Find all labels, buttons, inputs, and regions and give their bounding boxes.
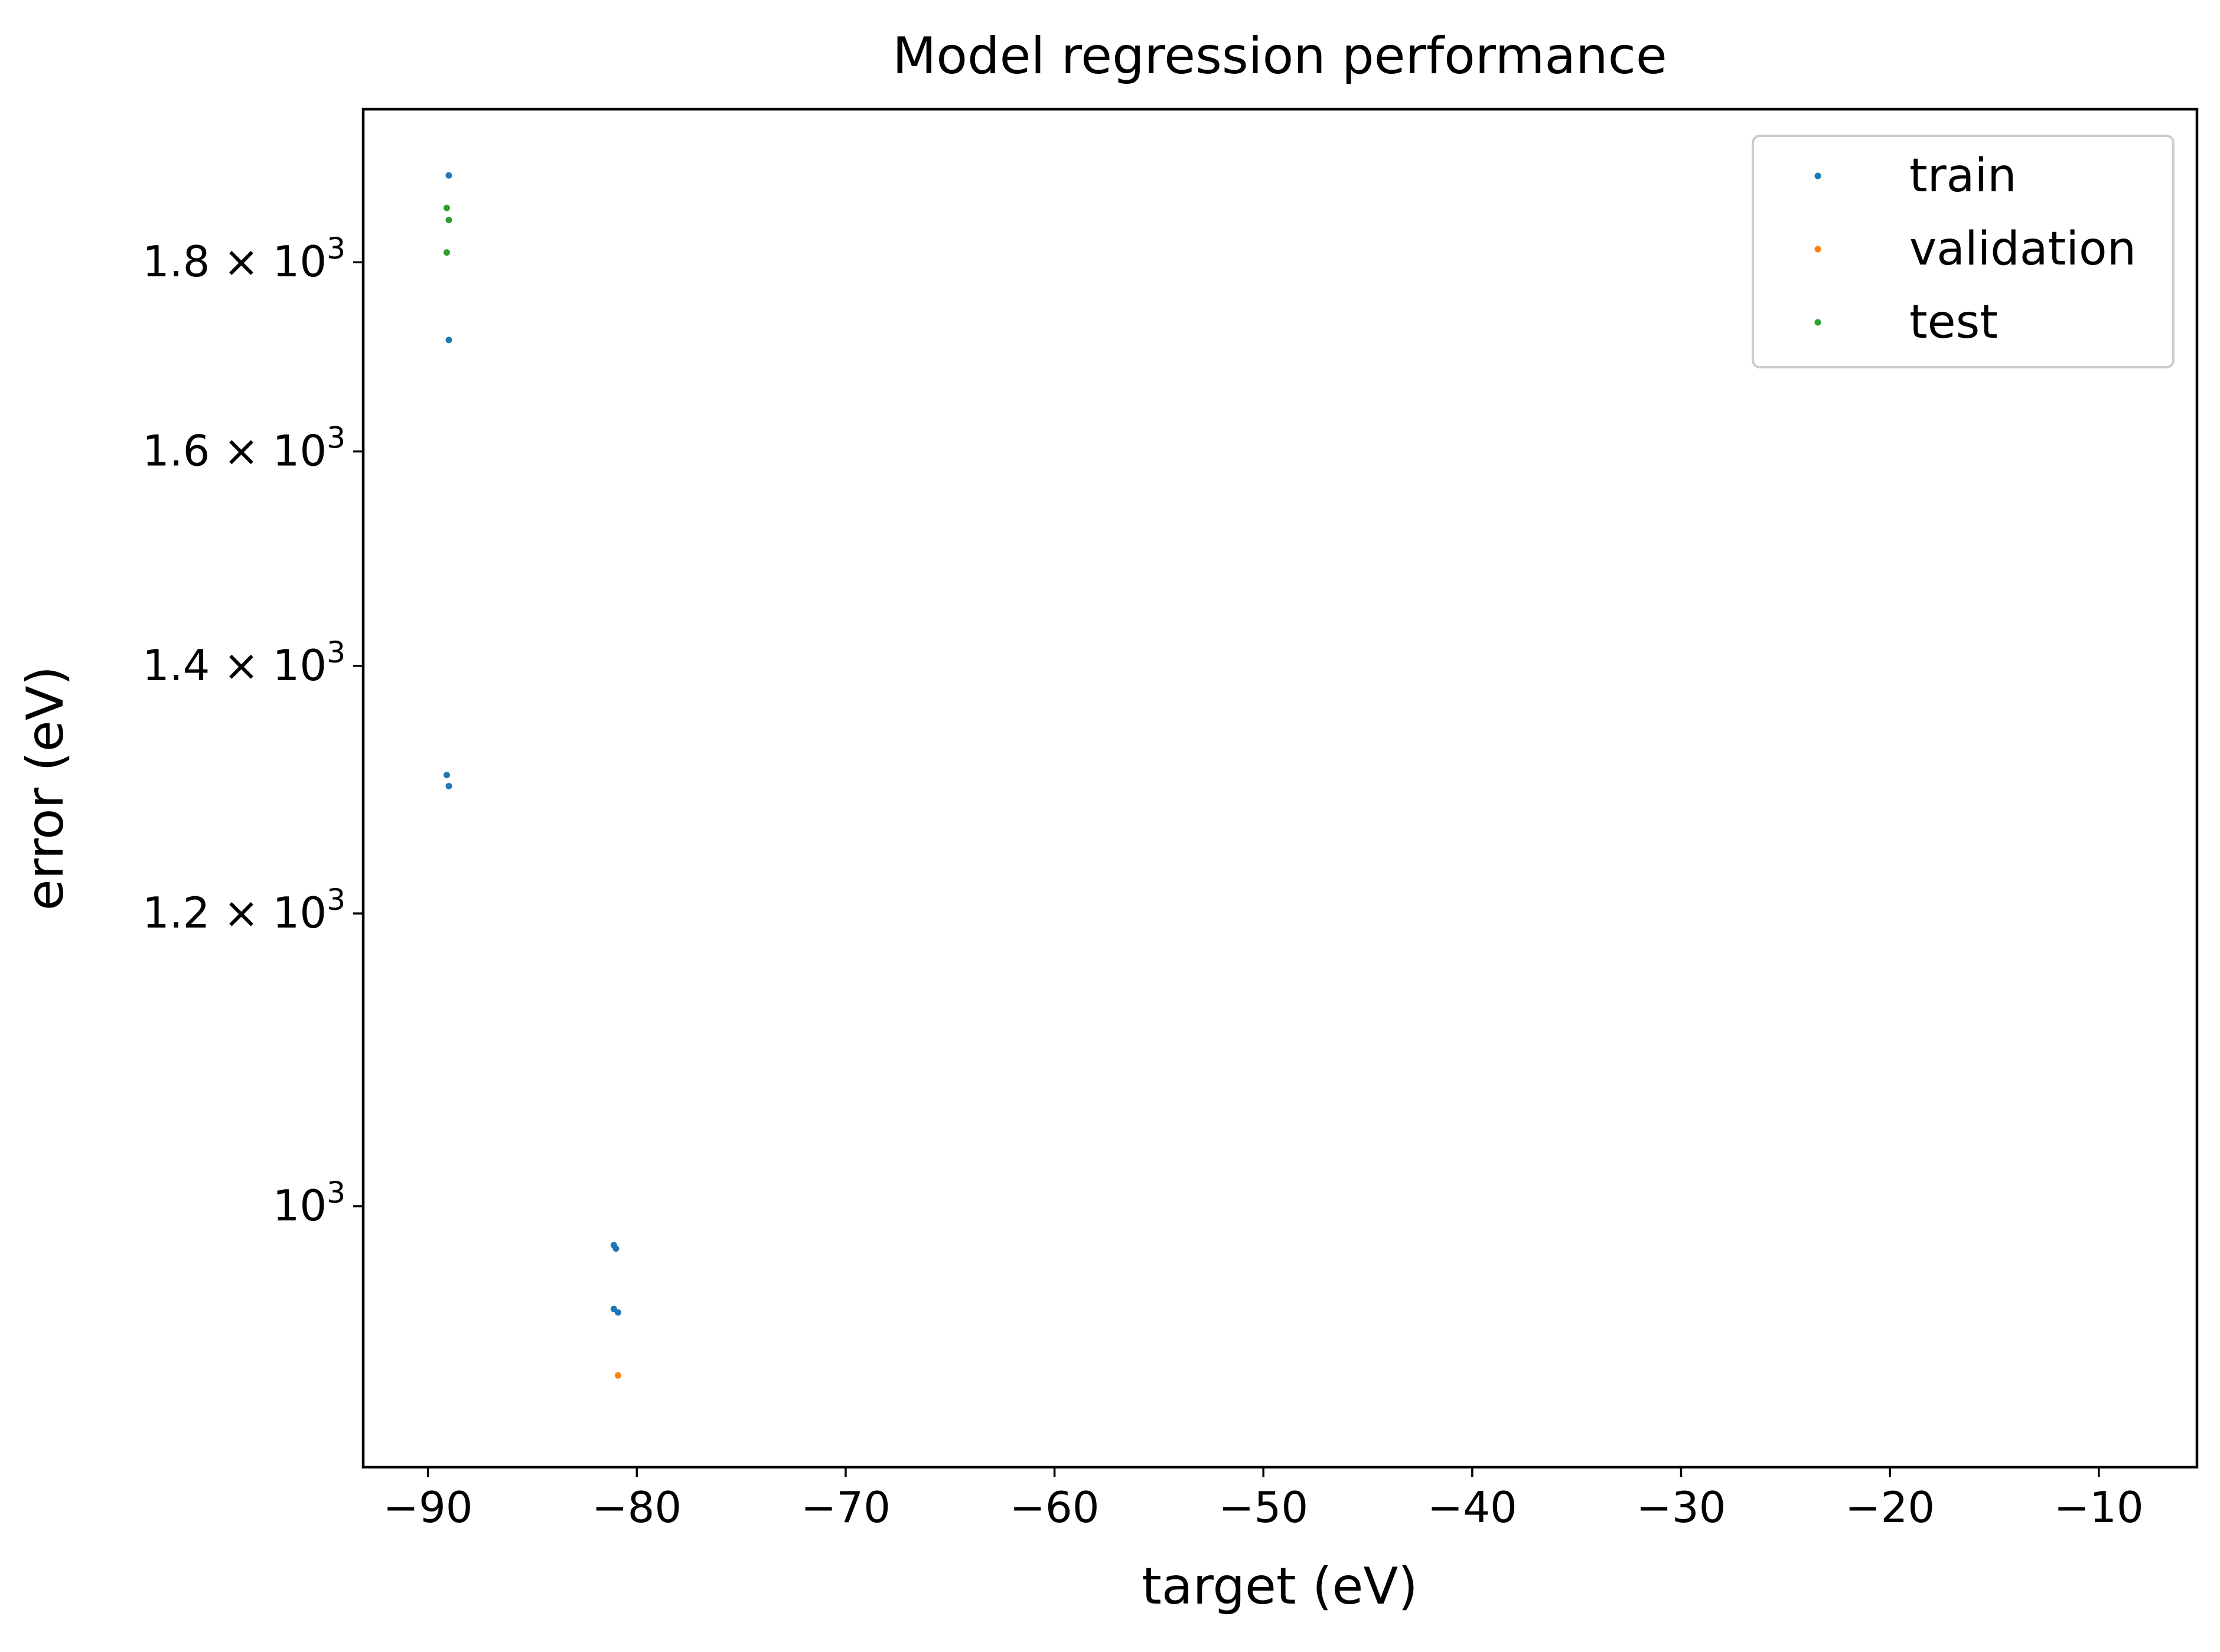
- plot-area: −90 −80 −70 −60 −50 −40 −30 −20 −10 103 1.2 × 103 1…: [142, 107, 2199, 1532]
- data-point-train: [445, 172, 452, 179]
- y-tick-label: 103: [273, 1176, 345, 1230]
- legend-marker-train: [1814, 172, 1821, 179]
- data-point-train: [445, 782, 452, 789]
- x-tick-label: −20: [1845, 1483, 1935, 1532]
- x-axis-label: target (eV): [1142, 1557, 1418, 1616]
- x-tick-label: −10: [2054, 1483, 2144, 1532]
- plot-frame: [361, 107, 2199, 1469]
- chart-title: Model regression performance: [892, 27, 1667, 86]
- legend-label-validation: validation: [1909, 223, 2136, 276]
- data-point-validation: [614, 1372, 621, 1379]
- y-axis-label: error (eV): [16, 666, 75, 910]
- data-point-train: [614, 1309, 621, 1316]
- data-point-test: [443, 249, 450, 256]
- data-point-train: [612, 1245, 620, 1252]
- legend-box: [1752, 135, 2175, 368]
- x-tick-label: −30: [1637, 1483, 1726, 1532]
- legend-marker-test: [1814, 319, 1821, 326]
- y-tick-label: 1.2 × 103: [142, 883, 345, 938]
- data-point-test: [445, 217, 452, 224]
- y-tick-label: 1.8 × 103: [142, 231, 345, 286]
- data-point-test: [443, 204, 450, 211]
- legend: train validation test: [1752, 135, 2175, 368]
- legend-label-train: train: [1909, 149, 2017, 203]
- y-tick-label: 1.6 × 103: [142, 421, 345, 476]
- x-tick-label: −40: [1427, 1483, 1517, 1532]
- x-tick-label: −70: [801, 1483, 891, 1532]
- legend-label-test: test: [1909, 296, 1998, 349]
- x-tick-label: −60: [1010, 1483, 1100, 1532]
- y-tick-label: 1.4 × 103: [142, 635, 345, 690]
- x-tick-label: −50: [1218, 1483, 1308, 1532]
- x-tick-label: −90: [383, 1483, 473, 1532]
- data-point-train: [443, 772, 450, 779]
- data-point-train: [445, 337, 452, 344]
- x-tick-label: −80: [592, 1483, 682, 1532]
- legend-marker-validation: [1814, 246, 1821, 253]
